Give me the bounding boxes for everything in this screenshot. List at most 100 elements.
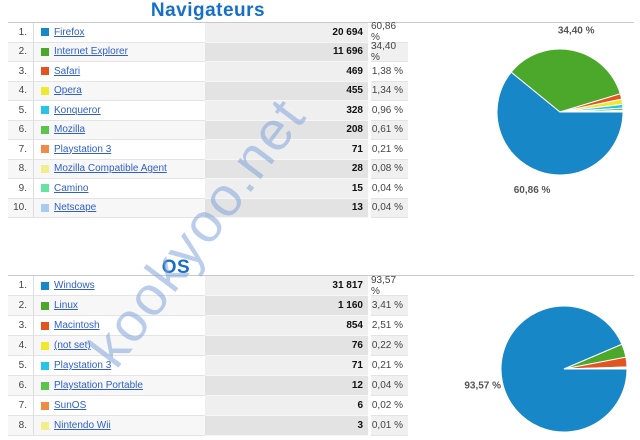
section-divider-line (8, 22, 634, 23)
item-link[interactable]: Playstation Portable (54, 380, 143, 391)
table-row: 9. Camino 15 0,04 % (8, 179, 408, 199)
table-row: 7. Playstation 3 71 0,21 % (8, 140, 408, 160)
rank-cell: 6. (8, 120, 34, 140)
column-gap (368, 120, 371, 140)
count-cell: 455 (205, 81, 368, 101)
legend-color-icon (41, 361, 49, 370)
percent-cell: 0,22 % (371, 336, 408, 356)
item-link[interactable]: Linux (54, 300, 78, 311)
column-gap (368, 416, 371, 436)
percent-cell: 2,51 % (371, 316, 408, 336)
table-row: 3. Safari 469 1,38 % (8, 62, 408, 82)
item-link[interactable]: Playstation 3 (54, 143, 112, 155)
item-link[interactable]: Opera (54, 85, 82, 97)
count-cell: 208 (205, 120, 368, 140)
percent-cell: 3,41 % (371, 296, 408, 316)
column-gap (368, 396, 371, 416)
rank-cell: 5. (8, 356, 34, 376)
legend-color-icon (41, 106, 49, 115)
rank-cell: 3. (8, 62, 34, 82)
percent-cell: 0,21 % (371, 140, 408, 160)
browsers-pie-chart: 60,86 % 34,40 % (496, 26, 624, 196)
percent-cell: 0,61 % (371, 120, 408, 140)
pie-callout-label: 60,86 % (514, 185, 551, 196)
rank-cell: 8. (8, 159, 34, 179)
legend-color-icon (41, 67, 49, 76)
table-row: 1. Firefox 20 694 60,86 % (8, 21, 408, 43)
legend-color-icon (41, 301, 49, 310)
name-cell: Windows (34, 276, 205, 296)
legend-color-icon (41, 28, 49, 37)
rank-cell: 7. (8, 396, 34, 416)
column-gap (368, 276, 371, 296)
legend-color-icon (41, 421, 49, 430)
name-cell: Safari (34, 62, 205, 82)
count-cell: 13 (205, 198, 368, 218)
column-gap (368, 179, 371, 199)
count-cell: 71 (205, 356, 368, 376)
column-gap (368, 376, 371, 396)
item-link[interactable]: Internet Explorer (54, 46, 128, 58)
item-link[interactable]: (not set) (54, 340, 91, 351)
column-gap (368, 101, 371, 121)
table-row: 7. SunOS 6 0,02 % (8, 396, 408, 416)
count-cell: 469 (205, 62, 368, 82)
rank-cell: 4. (8, 81, 34, 101)
item-link[interactable]: Konqueror (54, 104, 101, 116)
legend-color-icon (41, 401, 49, 410)
name-cell: SunOS (34, 396, 205, 416)
table-row: 8. Nintendo Wii 3 0,01 % (8, 416, 408, 436)
count-cell: 854 (205, 316, 368, 336)
rank-cell: 1. (8, 23, 34, 43)
rank-cell: 10. (8, 198, 34, 218)
item-link[interactable]: SunOS (54, 400, 87, 411)
column-gap (368, 159, 371, 179)
column-gap (368, 81, 371, 101)
name-cell: Playstation 3 (34, 140, 205, 160)
percent-cell: 60,86 % (371, 21, 408, 43)
legend-color-icon (41, 145, 49, 154)
item-link[interactable]: Netscape (54, 202, 97, 214)
legend-color-icon (41, 86, 49, 95)
column-gap (368, 23, 371, 43)
percent-cell: 0,21 % (371, 356, 408, 376)
rank-cell: 9. (8, 179, 34, 199)
pie-slice-firefox (496, 71, 624, 176)
rank-cell: 2. (8, 42, 34, 62)
name-cell: Opera (34, 81, 205, 101)
table-row: 1. Windows 31 817 93,57 % (8, 275, 408, 297)
table-row: 2. Linux 1 160 3,41 % (8, 296, 408, 316)
item-link[interactable]: Mozilla (54, 124, 86, 136)
item-link[interactable]: Nintendo Wii (54, 420, 111, 431)
count-cell: 28 (205, 159, 368, 179)
count-cell: 1 160 (205, 296, 368, 316)
browsers-table: 1. Firefox 20 694 60,86 % 2. Internet Ex… (8, 21, 408, 218)
legend-color-icon (41, 381, 49, 390)
column-gap (368, 62, 371, 82)
item-link[interactable]: Macintosh (54, 320, 100, 331)
item-link[interactable]: Firefox (54, 26, 85, 38)
percent-cell: 0,04 % (371, 179, 408, 199)
legend-color-icon (41, 321, 49, 330)
count-cell: 12 (205, 376, 368, 396)
item-link[interactable]: Windows (54, 280, 95, 291)
section-divider-line (8, 275, 634, 276)
item-link[interactable]: Safari (54, 65, 81, 77)
table-row: 3. Macintosh 854 2,51 % (8, 316, 408, 336)
name-cell: Macintosh (34, 316, 205, 336)
item-link[interactable]: Camino (54, 182, 89, 194)
percent-cell: 34,40 % (371, 41, 408, 63)
rank-cell: 2. (8, 296, 34, 316)
rank-cell: 3. (8, 316, 34, 336)
os-section-title: OS (161, 257, 191, 278)
item-link[interactable]: Mozilla Compatible Agent (54, 163, 167, 175)
count-cell: 11 696 (205, 42, 368, 62)
name-cell: Nintendo Wii (34, 416, 205, 436)
item-link[interactable]: Playstation 3 (54, 360, 112, 371)
column-gap (368, 140, 371, 160)
pie-slice-internet-explorer (510, 48, 621, 113)
name-cell: Playstation Portable (34, 376, 205, 396)
percent-cell: 0,04 % (371, 198, 408, 218)
name-cell: Linux (34, 296, 205, 316)
